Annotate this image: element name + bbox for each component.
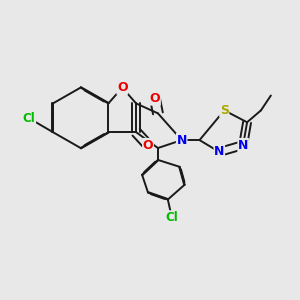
- Text: O: O: [143, 139, 153, 152]
- Text: S: S: [220, 104, 229, 117]
- Text: Cl: Cl: [165, 211, 178, 224]
- Text: N: N: [214, 146, 224, 158]
- Text: O: O: [150, 92, 160, 105]
- Text: N: N: [238, 139, 248, 152]
- Text: N: N: [176, 134, 187, 147]
- Text: O: O: [117, 81, 128, 94]
- Text: Cl: Cl: [23, 112, 35, 125]
